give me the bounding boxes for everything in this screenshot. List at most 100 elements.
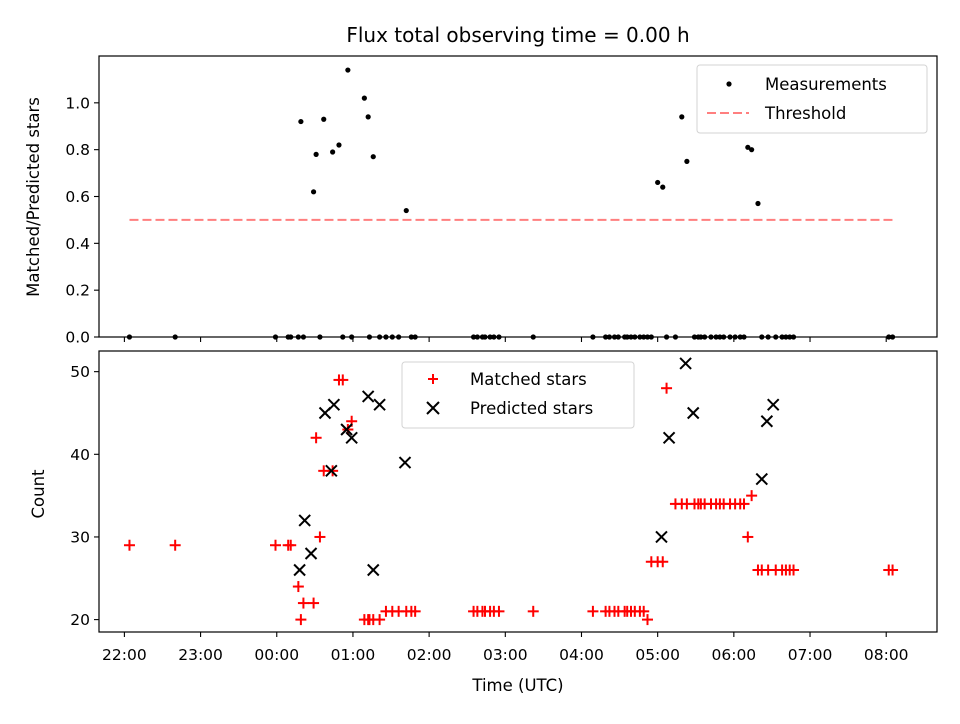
measurement-point: [321, 116, 327, 122]
bottom-x-tick-label: 01:00: [331, 646, 376, 664]
bottom-y-axis-label: Count: [29, 469, 48, 519]
matched-star-point: [409, 605, 421, 617]
matched-star-point: [123, 539, 135, 551]
bottom-x-tick-label: 04:00: [559, 646, 604, 664]
bottom-y-tick-label: 30: [70, 528, 90, 546]
predicted-star-point: [304, 547, 318, 560]
bottom-y-tick-label: 50: [70, 363, 90, 381]
matched-star-point: [297, 597, 309, 609]
predicted-star-point: [298, 514, 311, 527]
top-y-tick-label: 0.4: [65, 235, 90, 253]
bottom-x-tick-label: 02:00: [407, 646, 452, 664]
measurement-point: [660, 184, 666, 190]
predicted-star-point: [340, 423, 353, 436]
predicted-star-point: [327, 398, 341, 411]
bottom-plot-marks: [123, 357, 899, 626]
matched-star-point: [337, 374, 349, 386]
predicted-star-point: [373, 398, 386, 411]
predicted-star-point: [398, 456, 412, 469]
top-y-axis-label: Matched/Predicted stars: [24, 97, 43, 297]
legend-matched-marker: [428, 374, 438, 384]
matched-star-point: [746, 490, 758, 502]
predicted-star-point: [760, 415, 774, 428]
measurement-point: [361, 95, 367, 101]
measurement-point: [755, 200, 761, 207]
matched-star-point: [738, 498, 750, 510]
top-chart-title: Flux total observing time = 0.00 h: [346, 23, 689, 47]
legend-threshold-label: Threshold: [764, 104, 846, 123]
measurement-point: [298, 118, 304, 125]
legend-predicted-marker: [426, 401, 440, 415]
legend-measurements-label: Measurements: [765, 75, 887, 94]
predicted-star-point: [345, 431, 358, 444]
measurement-point: [310, 189, 317, 195]
bottom-x-axis-label: Time (UTC): [471, 676, 563, 695]
matched-star-point: [285, 539, 297, 551]
bottom-x-tick-label: 08:00: [864, 646, 909, 664]
measurement-point: [370, 154, 376, 160]
matched-star-point: [295, 614, 307, 626]
matched-star-point: [292, 581, 304, 593]
bottom-legend: Matched stars Predicted stars: [401, 361, 635, 429]
legend-predicted-label: Predicted stars: [470, 399, 593, 418]
bottom-legend-box: [401, 361, 635, 429]
matched-star-point: [374, 614, 386, 626]
measurement-point: [749, 147, 755, 153]
bottom-y-tick-label: 40: [70, 446, 90, 464]
bottom-axes: 20 30 40 50 22:00 23:00 00:00 01:00 02:00 03:00 04…: [70, 363, 908, 664]
predicted-star-point: [687, 406, 700, 420]
matched-star-point: [887, 564, 899, 576]
bottom-x-tick-label: 23:00: [178, 646, 223, 664]
top-y-tick-label: 0.6: [65, 188, 90, 206]
measurement-point: [403, 207, 409, 214]
predicted-star-point: [767, 398, 780, 411]
matched-star-point: [169, 539, 181, 551]
predicted-star-point: [293, 563, 306, 577]
predicted-star-point: [325, 464, 338, 478]
legend-matched-label: Matched stars: [470, 370, 587, 389]
bottom-x-tick-label: 07:00: [788, 646, 833, 664]
top-y-tick-label: 0.0: [65, 329, 90, 347]
top-axes: 0.0 0.2 0.4 0.6 0.8 1.0: [65, 94, 887, 347]
matched-star-point: [657, 556, 669, 568]
measurement-point: [313, 151, 319, 157]
matched-star-point: [493, 605, 505, 617]
matched-star-point: [314, 531, 326, 543]
top-panel: 0.0 0.2 0.4 0.6 0.8 1.0 Matched/Predicted sta…: [24, 55, 938, 347]
measurement-point: [655, 179, 661, 186]
predicted-star-point: [679, 357, 692, 370]
matched-star-point: [788, 564, 800, 576]
bottom-panel: 20 30 40 50 22:00 23:00 00:00 01:00 02:00 03:00 04…: [29, 350, 938, 695]
bottom-x-tick-label: 06:00: [712, 646, 757, 664]
measurement-point: [336, 142, 342, 148]
matched-star-point: [310, 432, 322, 444]
matched-star-point: [742, 531, 754, 543]
legend-measurements-marker: [726, 81, 732, 87]
measurement-point: [684, 158, 690, 164]
matched-star-point: [527, 605, 539, 617]
measurement-point: [745, 144, 751, 150]
top-y-tick-label: 1.0: [65, 94, 90, 112]
bottom-plot-frame: [98, 350, 938, 633]
matched-star-point: [269, 539, 281, 551]
predicted-star-point: [367, 563, 380, 577]
bottom-x-tick-label: 00:00: [254, 646, 299, 664]
top-legend: Measurements Threshold: [696, 64, 928, 134]
matched-star-point: [642, 614, 654, 626]
predicted-star-point: [755, 472, 768, 486]
top-y-tick-label: 0.2: [65, 282, 90, 300]
bottom-y-tick-label: 20: [70, 611, 90, 629]
matched-star-point: [308, 597, 320, 609]
top-legend-box: [696, 64, 928, 134]
matched-star-point: [638, 605, 650, 617]
measurement-point: [679, 114, 685, 120]
bottom-x-tick-label: 03:00: [483, 646, 528, 664]
predicted-star-point: [655, 530, 668, 544]
top-y-tick-label: 0.8: [65, 141, 90, 159]
matched-star-point: [661, 382, 673, 394]
predicted-star-point: [662, 431, 676, 444]
measurement-point: [330, 149, 336, 155]
predicted-star-point: [361, 390, 375, 403]
measurement-point: [365, 114, 371, 120]
